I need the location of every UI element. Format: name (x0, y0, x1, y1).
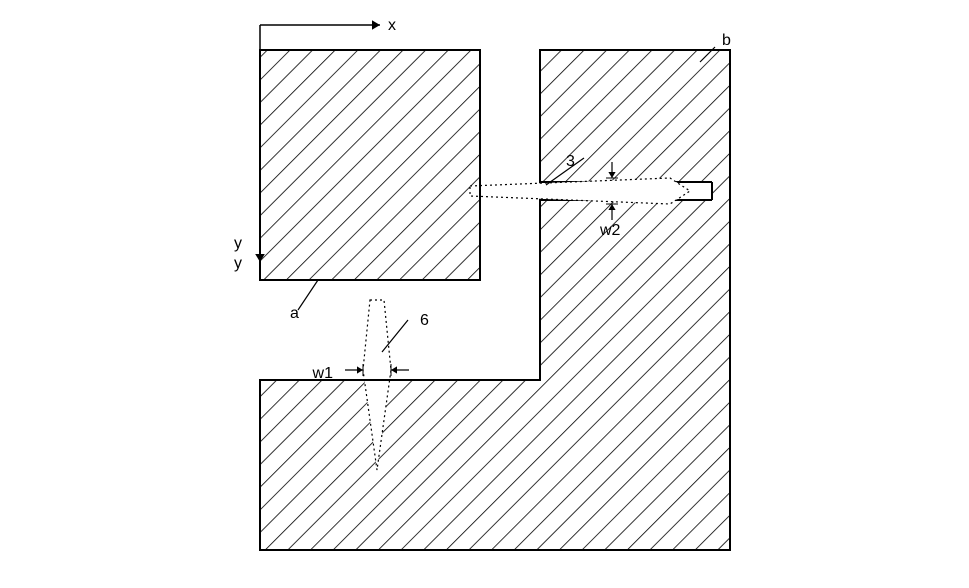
x-axis-label: x (388, 17, 396, 34)
y-axis-label-bottom: y (234, 255, 242, 272)
region-a-label: a (290, 305, 299, 322)
tool-6-label: 6 (420, 312, 429, 329)
region-b-label: b (722, 32, 731, 49)
y-axis-label-top: y (234, 235, 242, 252)
dim-w2-label: w2 (599, 222, 621, 239)
tool-3-label: 3 (566, 153, 575, 170)
region-a-leader (298, 280, 318, 310)
dim-w1-label: w1 (312, 365, 334, 382)
region-a-fill (260, 50, 480, 280)
